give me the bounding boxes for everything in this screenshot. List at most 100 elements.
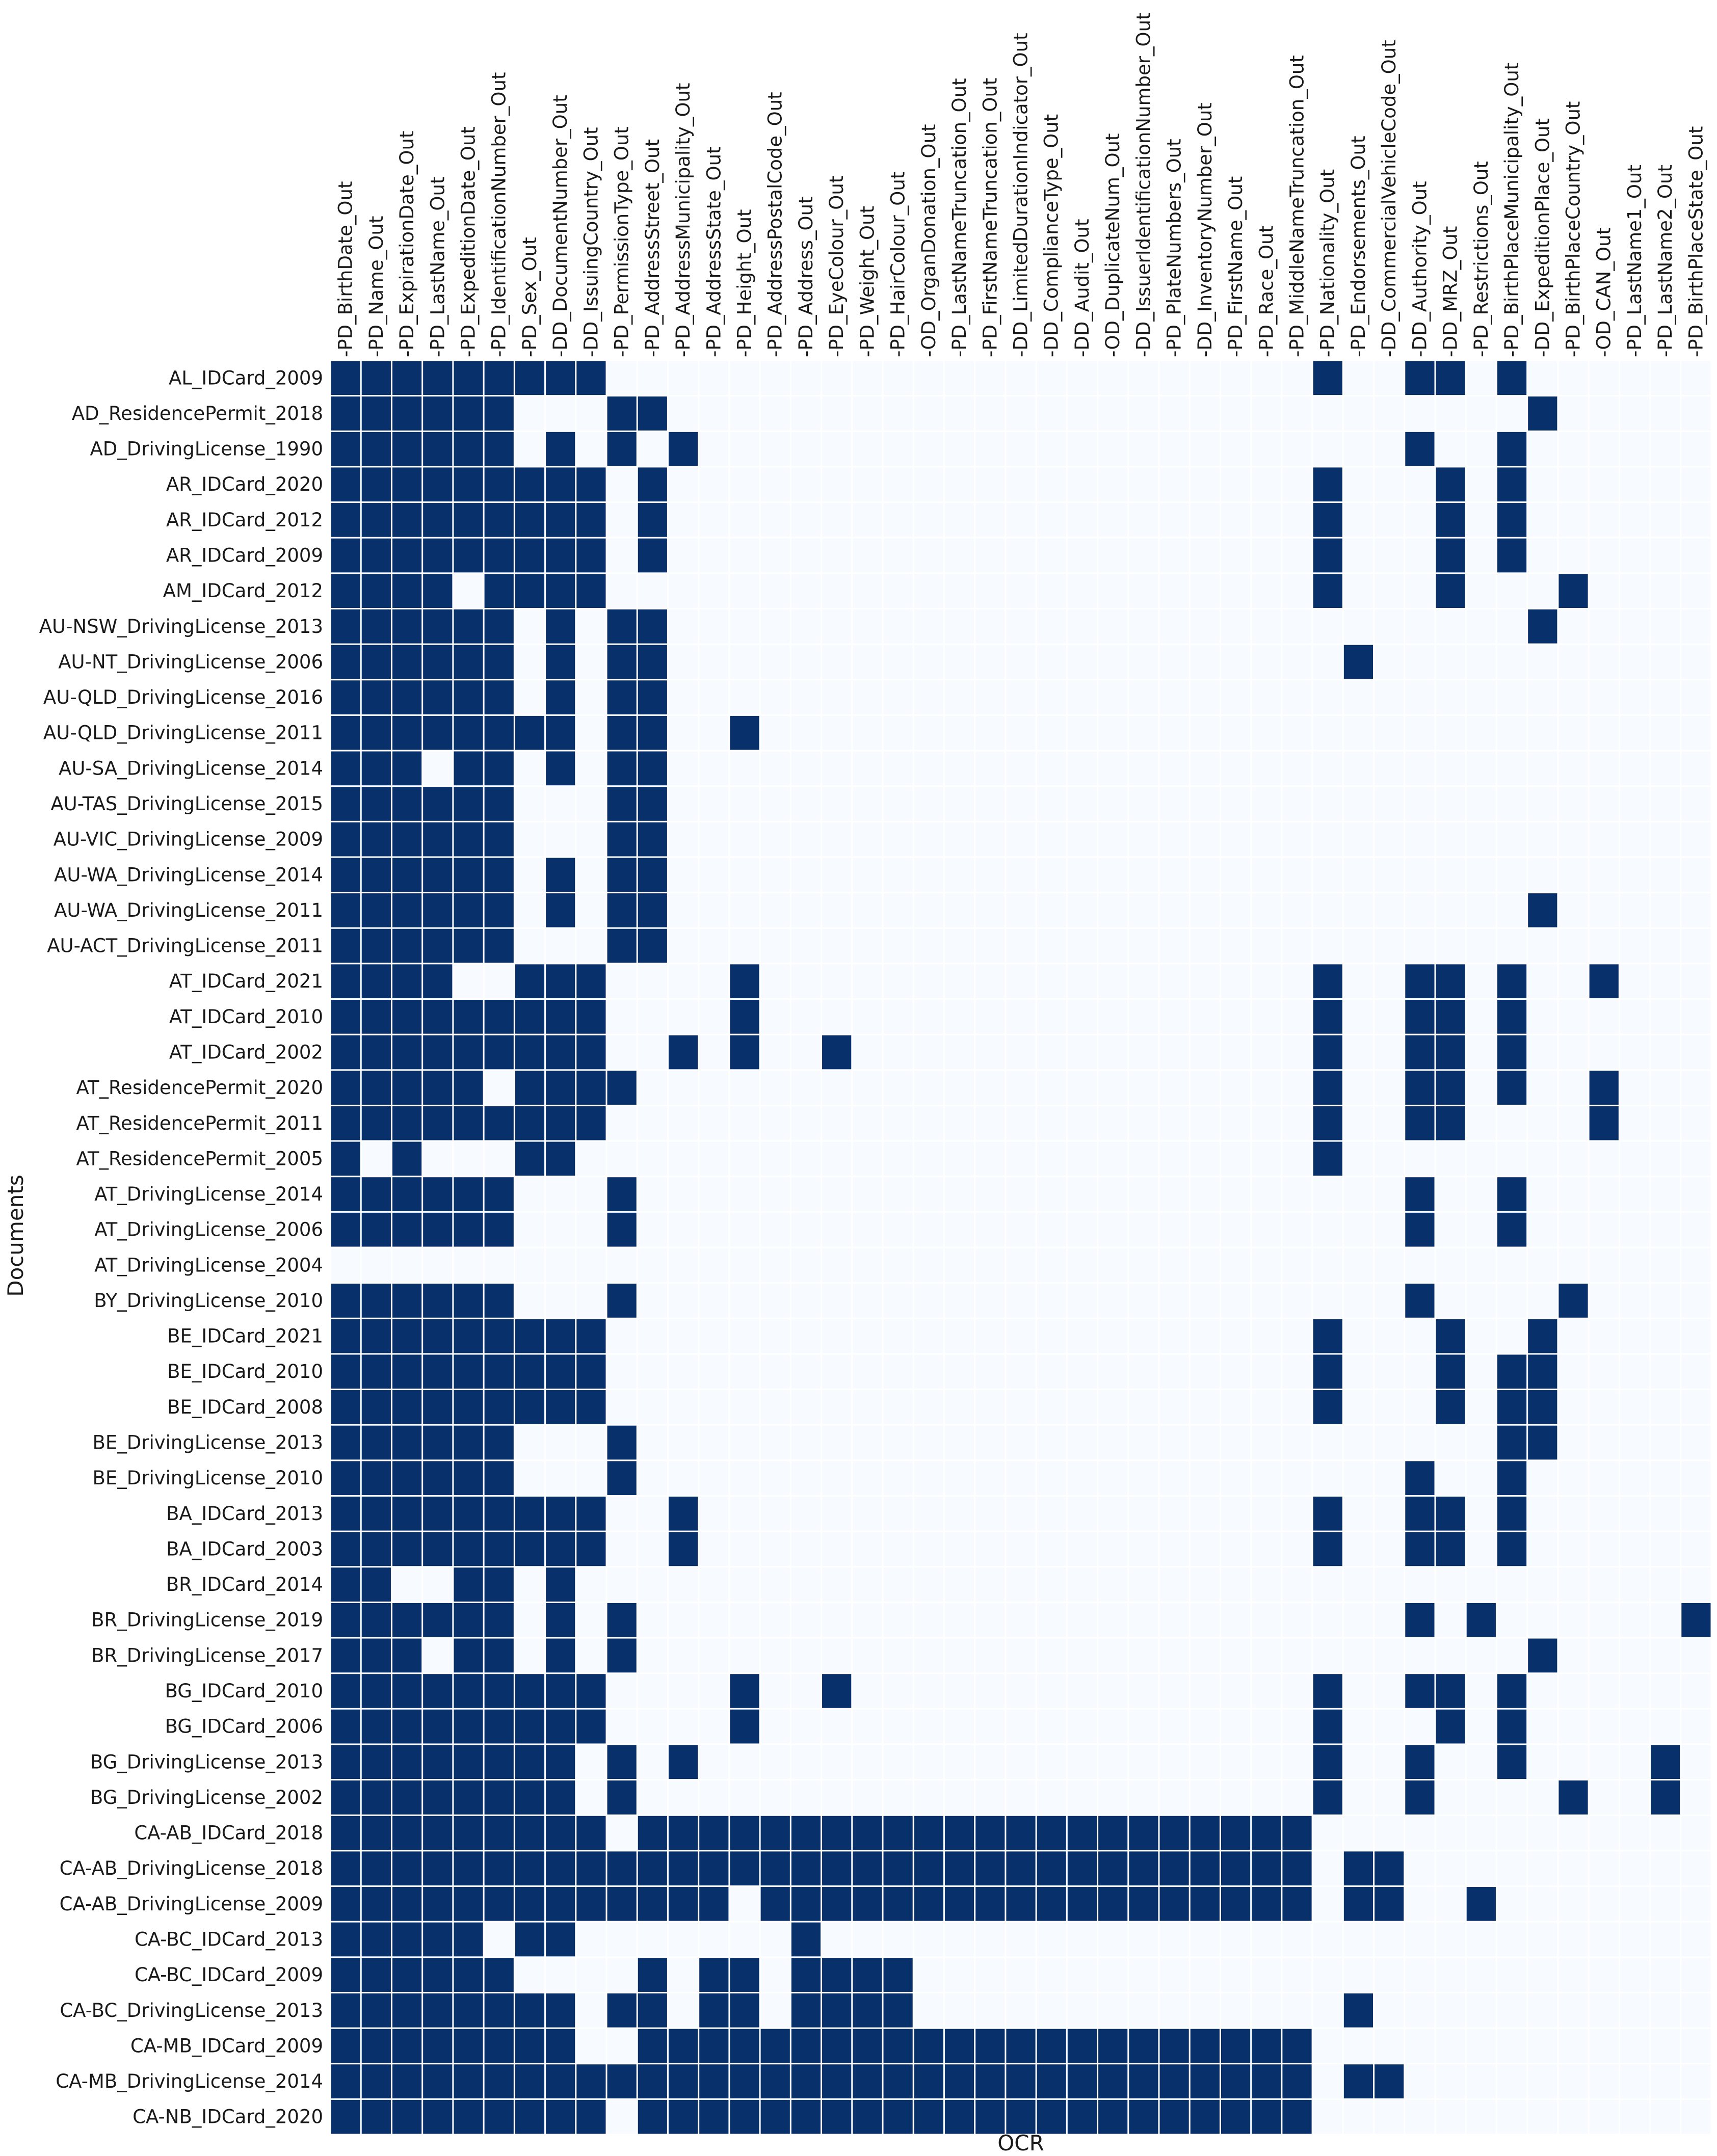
heatmap-cell (1037, 751, 1066, 786)
heatmap-cell (546, 361, 575, 395)
heatmap-cell (1497, 1284, 1527, 1318)
heatmap-cell (515, 1496, 545, 1531)
heatmap-cell (1006, 1000, 1036, 1034)
heatmap-cell (1436, 1390, 1465, 1424)
heatmap-cell (331, 1461, 360, 1495)
column-label: -PD_BirthPlaceCountry_Out (1563, 101, 1584, 357)
column-label: -PD_AddressState_Out (703, 146, 725, 357)
heatmap-cell (668, 467, 698, 502)
heatmap-cell (576, 1709, 606, 1744)
heatmap-cell (515, 645, 545, 679)
heatmap-cell (423, 1248, 453, 1283)
heatmap-cell (1098, 574, 1128, 608)
heatmap-cell (1037, 467, 1066, 502)
heatmap-cell (638, 1212, 667, 1247)
heatmap-cell (791, 1248, 821, 1283)
heatmap-cell (668, 1354, 698, 1389)
heatmap-cell (1098, 1354, 1128, 1389)
heatmap-cell (1436, 609, 1465, 644)
heatmap-cell (853, 1496, 882, 1531)
heatmap-cell (1313, 893, 1342, 927)
heatmap-cell (944, 361, 974, 395)
heatmap-cell (454, 1035, 483, 1070)
heatmap-cell (546, 503, 575, 537)
heatmap-cell (1681, 1745, 1711, 1779)
heatmap-cell (944, 1496, 974, 1531)
heatmap-cell (914, 1035, 943, 1070)
heatmap-cell (1466, 787, 1496, 821)
heatmap-cell (1497, 1106, 1527, 1140)
heatmap-cell (822, 1745, 852, 1779)
heatmap-cell (853, 1141, 882, 1176)
heatmap-cell (975, 1780, 1005, 1815)
heatmap-cell (1375, 645, 1404, 679)
heatmap-cell (1067, 822, 1097, 857)
heatmap-cell (607, 1212, 637, 1247)
heatmap-cell (1375, 1141, 1404, 1176)
heatmap-cell (1343, 1532, 1373, 1566)
heatmap-cell (1497, 680, 1527, 714)
heatmap-cell (515, 1922, 545, 1957)
heatmap-cell (760, 432, 790, 466)
heatmap-cell (331, 538, 360, 573)
heatmap-cell (914, 467, 943, 502)
heatmap-cell (1006, 1496, 1036, 1531)
row-label: AU-VIC_DrivingLicense_2009 (54, 829, 323, 850)
heatmap-cell (1375, 1638, 1404, 1673)
heatmap-cell (760, 1284, 790, 1318)
heatmap-cell (1037, 1851, 1066, 1886)
heatmap-cell (1528, 1567, 1557, 1602)
heatmap-cell (1405, 467, 1435, 502)
heatmap-cell (1037, 1958, 1066, 1992)
heatmap-cell (331, 1745, 360, 1779)
row-label: AM_IDCard_2012 (163, 580, 323, 602)
heatmap-cell (1651, 1071, 1680, 1105)
heatmap-cell (791, 609, 821, 644)
heatmap-cell (1252, 858, 1281, 892)
heatmap-cell (392, 928, 422, 963)
heatmap-cell (1190, 1106, 1220, 1140)
heatmap-cell (822, 1248, 852, 1283)
heatmap-cell (1681, 1922, 1711, 1957)
heatmap-cell (853, 1284, 882, 1318)
heatmap-cell (853, 538, 882, 573)
heatmap-cell (1129, 1319, 1158, 1353)
heatmap-cell (1375, 1567, 1404, 1602)
heatmap-cell (1098, 1816, 1128, 1850)
heatmap-cell (1405, 1887, 1435, 1921)
heatmap-cell (1006, 787, 1036, 821)
heatmap-cell (1375, 1745, 1404, 1779)
heatmap-cell (668, 1532, 698, 1566)
heatmap-cell (1313, 467, 1342, 502)
heatmap-cell (1528, 964, 1557, 999)
heatmap-cell (1528, 1532, 1557, 1566)
heatmap-cell (791, 1674, 821, 1708)
heatmap-cell (730, 1177, 759, 1211)
heatmap-cell (699, 928, 729, 963)
heatmap-cell (484, 1567, 514, 1602)
heatmap-cell (1313, 396, 1342, 431)
heatmap-cell (607, 1000, 637, 1034)
heatmap-cell (1651, 1248, 1680, 1283)
heatmap-cell (392, 1248, 422, 1283)
row-label: AU-WA_DrivingLicense_2014 (54, 864, 323, 886)
heatmap-cell (730, 1284, 759, 1318)
heatmap-cell (1466, 1284, 1496, 1318)
heatmap-cell (975, 2029, 1005, 2063)
heatmap-cell (1558, 1212, 1588, 1247)
heatmap-cell (668, 2099, 698, 2134)
heatmap-cell (699, 1390, 729, 1424)
heatmap-cell (853, 893, 882, 927)
heatmap-cell (1067, 928, 1097, 963)
heatmap-cell (1589, 1000, 1619, 1034)
heatmap-cell (760, 1922, 790, 1957)
heatmap-cell (1375, 715, 1404, 750)
heatmap-cell (607, 1461, 637, 1495)
heatmap-cell (1313, 1035, 1342, 1070)
heatmap-cell (515, 1354, 545, 1389)
heatmap-cell (1159, 1780, 1189, 1815)
heatmap-cell (638, 1993, 667, 2028)
heatmap-cell (760, 1461, 790, 1495)
heatmap-cell (883, 1390, 913, 1424)
heatmap-cell (853, 1745, 882, 1779)
